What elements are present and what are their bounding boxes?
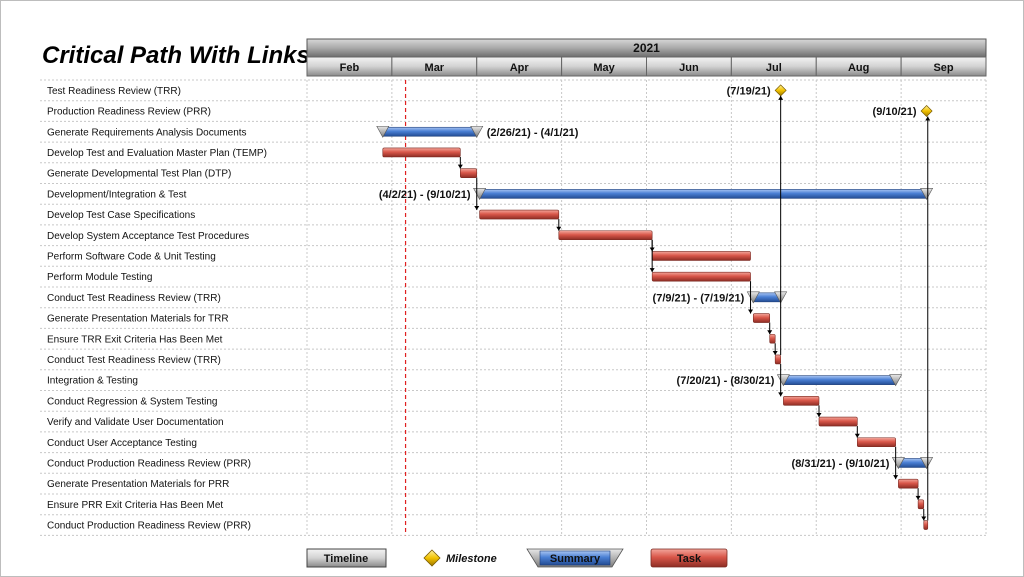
summary-cap-end: [920, 457, 934, 470]
task-bar: [818, 416, 858, 427]
legend-task-label: Task: [677, 553, 702, 565]
task-label: Conduct User Acceptance Testing: [47, 438, 197, 449]
task-label: Production Readiness Review (PRR): [47, 107, 211, 118]
task-label: Conduct Test Readiness Review (TRR): [47, 355, 221, 366]
task-label: Integration & Testing: [47, 376, 138, 387]
month-label-may: May: [593, 62, 615, 74]
summary-cap-end: [920, 188, 934, 200]
task-bar: [917, 499, 925, 510]
task-bar: [898, 478, 919, 489]
dependency-arrowhead: [915, 495, 921, 500]
milestone-marker: [774, 84, 787, 97]
task-label: Conduct Production Readiness Review (PRR…: [47, 521, 251, 532]
legend-summary-swatch: [539, 550, 611, 566]
task-bar: [558, 230, 653, 241]
task-bar: [460, 168, 478, 178]
month-label-aug: Aug: [848, 62, 869, 74]
task-bar: [382, 147, 461, 158]
month-label-feb: Feb: [340, 62, 360, 74]
dependency-arrowhead: [649, 268, 655, 273]
task-bar: [857, 437, 896, 448]
month-label-jun: Jun: [679, 62, 699, 74]
task-label: Verify and Validate User Documentation: [47, 417, 224, 428]
legend-timeline-swatch: [306, 548, 387, 568]
dependency-arrowhead: [925, 116, 931, 121]
task-label: Conduct Test Readiness Review (TRR): [47, 293, 221, 304]
dependency-arrowhead: [921, 516, 927, 521]
summary-bar: [382, 126, 478, 137]
summary-bar: [479, 189, 927, 199]
task-bar: [479, 209, 560, 220]
task-bar: [783, 396, 820, 406]
dependency-arrowhead: [778, 95, 784, 100]
task-label: Ensure PRR Exit Criteria Has Been Met: [47, 500, 223, 511]
task-label: Test Readiness Review (TRR): [47, 86, 181, 97]
legend-task-swatch: [650, 548, 728, 568]
summary-cap-end: [470, 125, 484, 138]
task-label: Perform Software Code & Unit Testing: [47, 251, 216, 262]
task-label: Ensure TRR Exit Criteria Has Been Met: [47, 334, 223, 345]
dependency-arrowhead: [457, 164, 463, 169]
task-label: Conduct Production Readiness Review (PRR…: [47, 458, 251, 469]
month-label-apr: Apr: [510, 62, 530, 74]
milestone-date-label: (9/10/21): [873, 106, 917, 118]
legend-timeline-label: Timeline: [324, 553, 368, 565]
dependency-arrowhead: [854, 433, 860, 438]
year-label: 2021: [633, 41, 660, 55]
task-bar: [651, 251, 751, 261]
task-bar: [752, 313, 771, 323]
summary-date-label: (7/20/21) - (8/30/21): [677, 375, 775, 387]
summary-cap-end: [889, 374, 903, 387]
dependency-arrowhead: [778, 392, 784, 397]
summary-date-label: (2/26/21) - (4/1/21): [487, 127, 579, 139]
summary-date-label: (8/31/21) - (9/10/21): [792, 458, 890, 470]
dependency-arrowhead: [767, 330, 773, 335]
summary-cap-start: [376, 125, 390, 138]
summary-date-label: (4/2/21) - (9/10/21): [379, 189, 471, 201]
month-label-jul: Jul: [766, 62, 782, 74]
task-label: Perform Module Testing: [47, 272, 152, 283]
task-bar: [769, 333, 776, 344]
legend-milestone-swatch: [423, 549, 441, 567]
month-label-mar: Mar: [425, 62, 445, 74]
dependency-arrowhead: [816, 413, 822, 418]
task-label: Conduct Regression & System Testing: [47, 396, 217, 407]
legend-summary-label: Summary: [550, 553, 601, 565]
task-bar: [923, 520, 929, 530]
task-label: Generate Presentation Materials for TRR: [47, 314, 229, 325]
task-label: Generate Requirements Analysis Documents: [47, 127, 247, 138]
task-bar: [774, 354, 781, 365]
dependency-arrowhead: [893, 475, 899, 480]
task-label: Develop Test Case Specifications: [47, 210, 195, 221]
month-cell: [900, 56, 987, 77]
dependency-arrowhead: [556, 226, 562, 231]
task-label: Develop Test and Evaluation Master Plan …: [47, 148, 267, 159]
task-label: Generate Presentation Materials for PRR: [47, 479, 229, 490]
summary-bar: [783, 375, 896, 385]
dependency-arrowhead: [772, 350, 778, 355]
dependency-arrowhead: [474, 206, 480, 211]
task-label: Develop System Acceptance Test Procedure…: [47, 231, 249, 242]
task-label: Generate Developmental Test Plan (DTP): [47, 169, 231, 180]
dependency-arrowhead: [748, 309, 754, 314]
milestone-date-label: (7/19/21): [727, 85, 771, 97]
task-bar: [651, 271, 751, 282]
chart-title: Critical Path With Links: [42, 42, 310, 69]
month-label-sep: Sep: [933, 62, 953, 74]
milestone-marker: [920, 105, 933, 118]
summary-date-label: (7/9/21) - (7/19/21): [653, 292, 745, 304]
task-label: Development/Integration & Test: [47, 189, 187, 200]
legend-milestone-label: Milestone: [446, 553, 497, 565]
